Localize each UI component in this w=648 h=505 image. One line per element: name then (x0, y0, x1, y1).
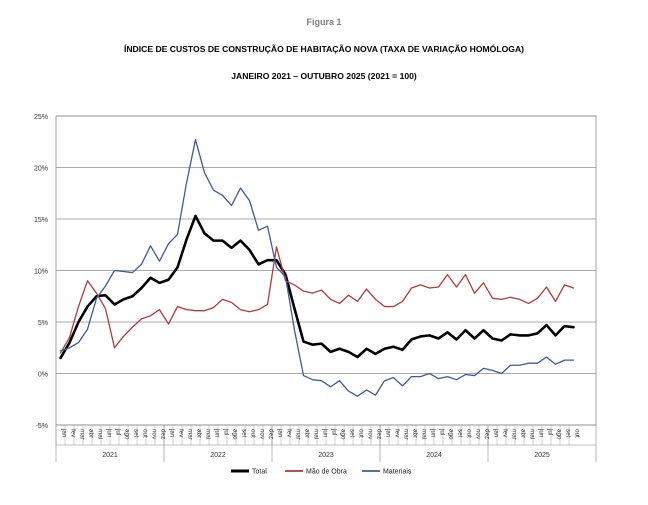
x-tick-label: abr (412, 429, 419, 438)
x-tick-label: mai (205, 429, 212, 439)
x-tick-label: jul (115, 428, 122, 435)
series-line-materiais (59, 139, 575, 397)
x-tick-label: dez (160, 429, 167, 439)
x-tick-label: jul (439, 428, 446, 435)
x-tick-label: out (574, 429, 581, 438)
x-tick-label: jun (322, 428, 329, 438)
x-tick-label: mai (529, 429, 536, 439)
x-tick-label: fev (394, 429, 401, 438)
x-tick-label: mai (421, 429, 428, 439)
x-tick-label: set (457, 429, 464, 438)
year-label: 2022 (210, 452, 226, 459)
x-tick-label: jan (277, 428, 284, 438)
y-tick-label: 25% (34, 114, 48, 121)
x-tick-label: mar (79, 429, 86, 440)
x-tick-label: nov (151, 429, 158, 440)
y-tick-label: 5% (38, 320, 48, 327)
x-tick-label: ago (340, 429, 347, 440)
x-tick-label: jan (385, 428, 392, 438)
chart-subtitle: JANEIRO 2021 – OUTUBRO 2025 (2021 = 100) (231, 71, 417, 81)
x-tick-label: set (349, 429, 356, 438)
x-tick-label: out (358, 429, 365, 438)
x-tick-label: dez (268, 429, 275, 439)
x-tick-label: mar (511, 429, 518, 440)
year-label: 2024 (426, 452, 442, 459)
legend-label: Mão de Obra (306, 469, 347, 476)
x-tick-label: jun (430, 428, 437, 438)
x-tick-label: jan (493, 428, 500, 438)
x-tick-label: mai (313, 429, 320, 439)
x-tick-label: dez (484, 429, 491, 439)
x-tick-label: jun (214, 428, 221, 438)
x-tick-label: abr (88, 429, 95, 438)
x-tick-label: nov (475, 429, 482, 440)
x-tick-label: fev (286, 429, 293, 438)
x-tick-label: abr (196, 429, 203, 438)
x-tick-label: dez (376, 429, 383, 439)
y-tick-label: -5% (36, 423, 48, 430)
year-label: 2023 (318, 452, 334, 459)
x-tick-label: mar (295, 429, 302, 440)
x-tick-label: mar (403, 429, 410, 440)
x-tick-label: nov (259, 429, 266, 440)
x-tick-label: fev (70, 429, 77, 438)
series-line-total (59, 214, 575, 360)
x-tick-label: jul (223, 428, 230, 435)
x-tick-label: set (241, 429, 248, 438)
legend-label: Materiais (383, 469, 412, 476)
x-tick-label: out (142, 429, 149, 438)
x-tick-label: fev (502, 429, 509, 438)
x-tick-label: mar (187, 429, 194, 440)
x-tick-label: abr (520, 429, 527, 438)
x-tick-label: set (565, 429, 572, 438)
y-tick-label: 20% (34, 166, 48, 173)
x-tick-label: jun (106, 428, 113, 438)
x-tick-label: jul (547, 428, 554, 435)
chart-title: ÍNDICE DE CUSTOS DE CONSTRUÇÃO DE HABITA… (123, 44, 525, 54)
legend-label: Total (252, 469, 267, 476)
x-tick-label: set (133, 429, 140, 438)
x-tick-label: out (466, 429, 473, 438)
x-tick-label: fev (178, 429, 185, 438)
x-tick-label: ago (448, 429, 455, 440)
x-tick-label: mai (97, 429, 104, 439)
series-line-m-o-de-obra (59, 246, 575, 354)
x-tick-label: jul (331, 428, 338, 435)
x-tick-label: out (250, 429, 257, 438)
y-tick-label: 10% (34, 269, 48, 276)
x-tick-label: jan (169, 428, 176, 438)
x-tick-label: jan (61, 428, 68, 438)
x-tick-label: jun (538, 428, 545, 438)
x-tick-label: nov (367, 429, 374, 440)
figure-label: Figura 1 (306, 17, 342, 27)
year-label: 2021 (102, 452, 118, 459)
x-tick-label: abr (304, 429, 311, 438)
x-tick-label: ago (556, 429, 563, 440)
y-tick-label: 15% (34, 217, 48, 224)
y-tick-label: 0% (38, 372, 48, 379)
year-label: 2025 (534, 452, 550, 459)
x-tick-label: ago (124, 429, 131, 440)
x-tick-label: ago (232, 429, 239, 440)
